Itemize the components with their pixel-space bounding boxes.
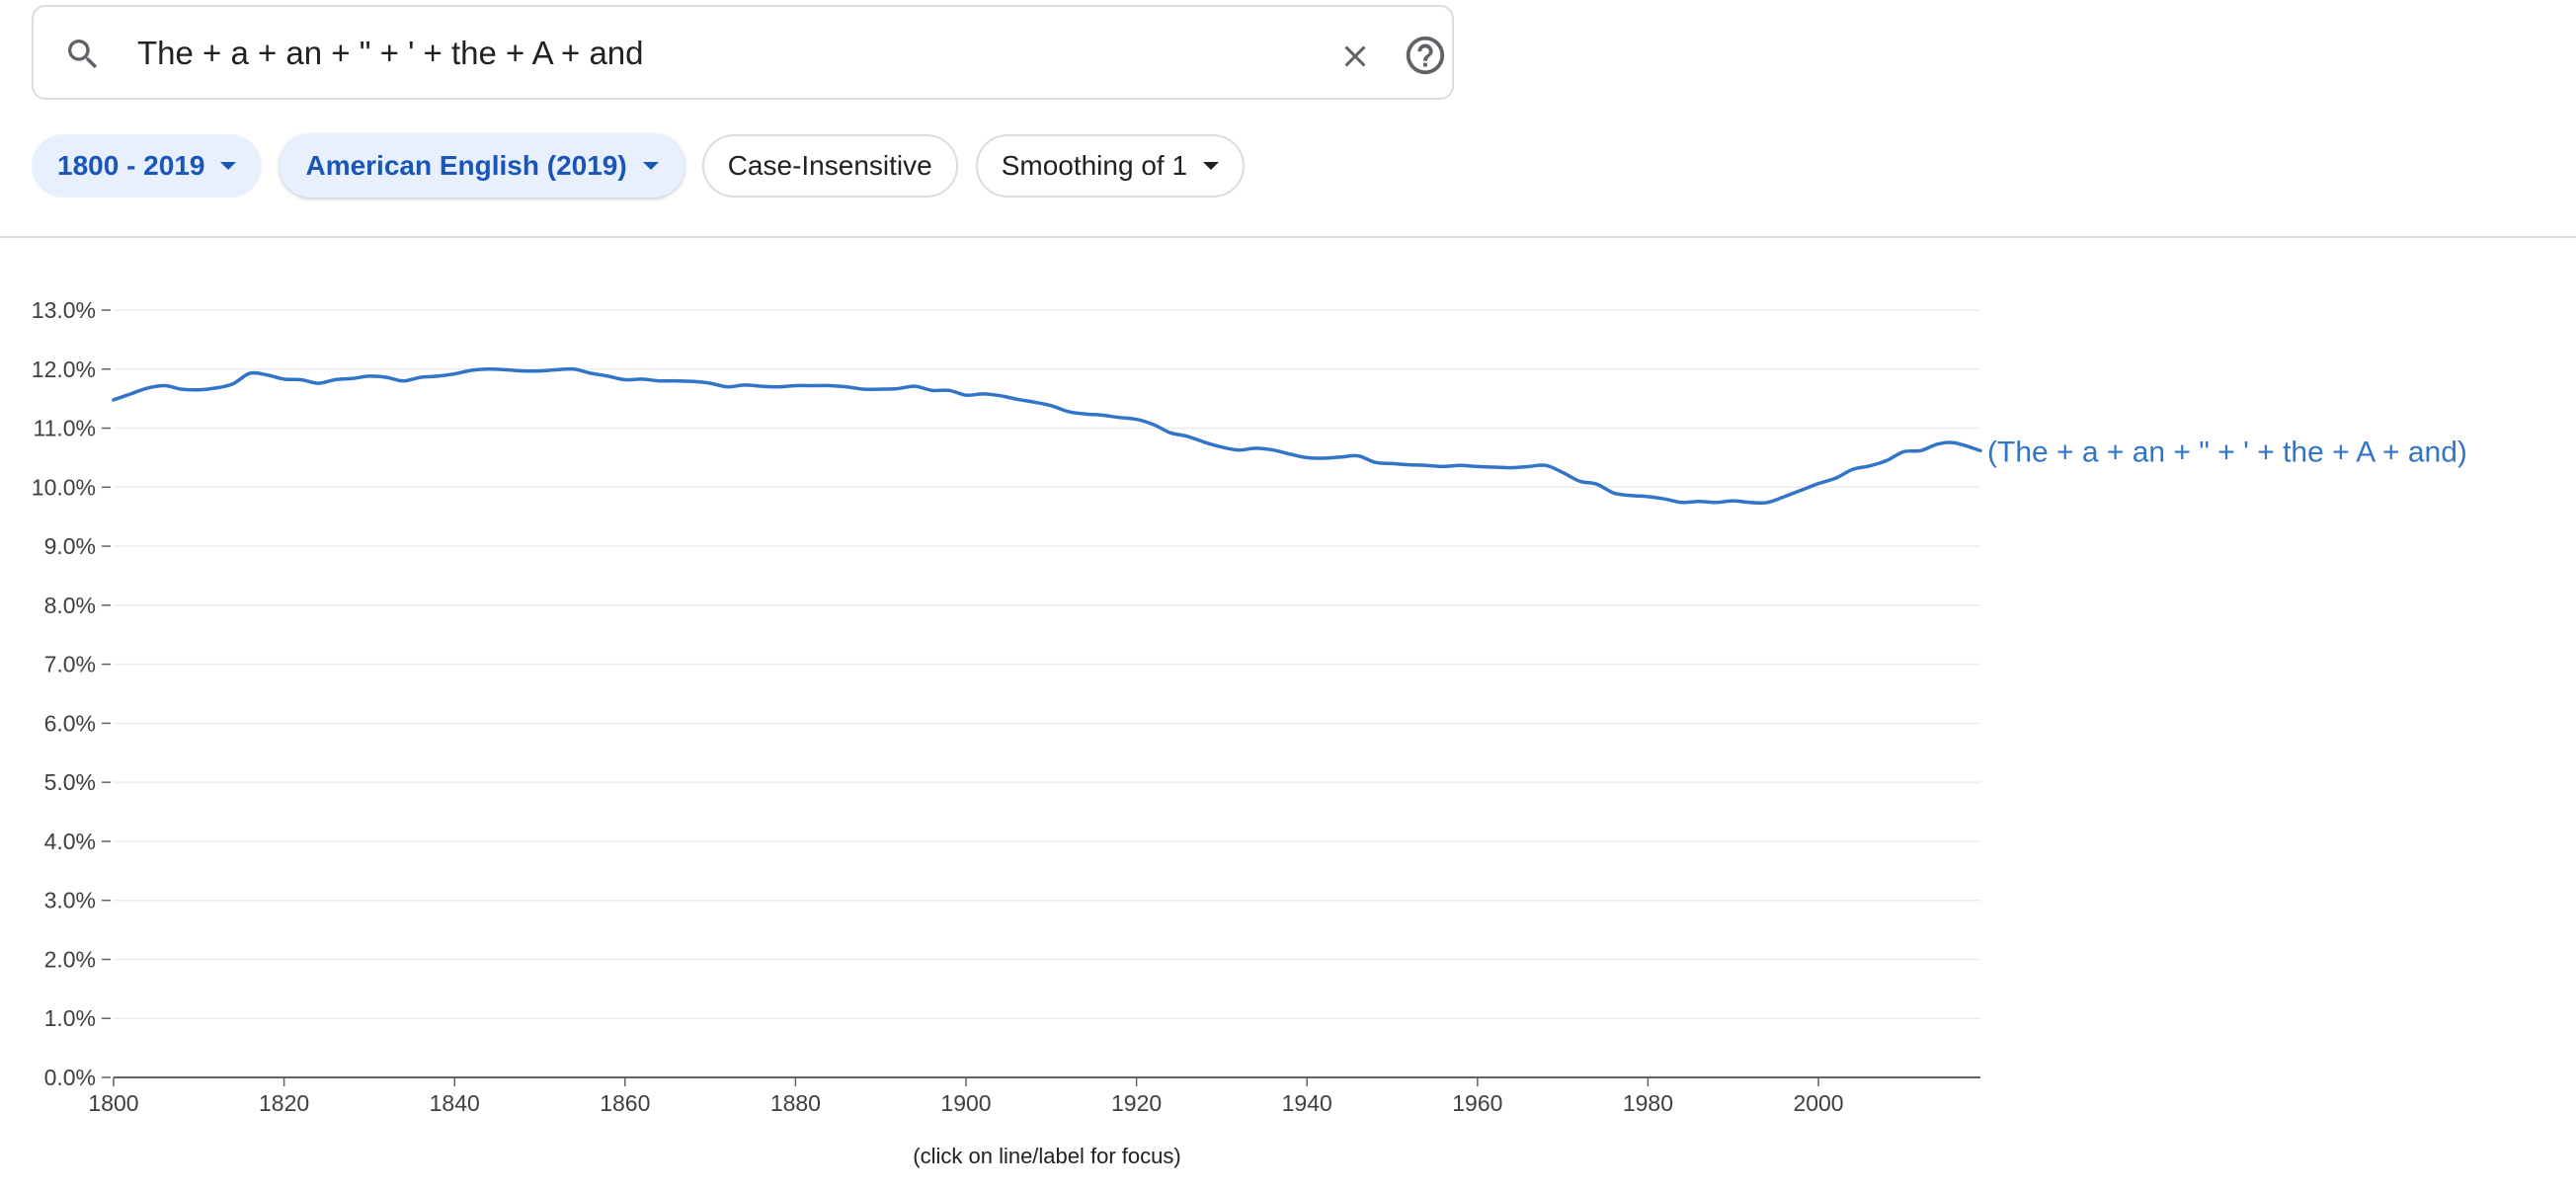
y-tick-label: 12.0% bbox=[32, 357, 96, 382]
caret-down-icon bbox=[220, 162, 237, 170]
help-circle-icon[interactable] bbox=[1403, 33, 1448, 78]
y-tick-label: 0.0% bbox=[44, 1065, 96, 1090]
x-tick-label: 1860 bbox=[600, 1090, 650, 1116]
smoothing-dropdown[interactable]: Smoothing of 1 bbox=[975, 134, 1246, 198]
chart-footnote: (click on line/label for focus) bbox=[913, 1144, 1181, 1168]
x-tick-label: 1800 bbox=[88, 1090, 138, 1116]
x-tick-label: 1980 bbox=[1623, 1090, 1673, 1116]
axes: 0.0% 1.0% 2.0% 3.0% 4.0% 5.0% 6.0% 7.0% 8.0% 9.0%… bbox=[32, 297, 1980, 1116]
y-tick-label: 11.0% bbox=[33, 416, 96, 441]
corpus-label: American English (2019) bbox=[305, 150, 627, 181]
x-tick-label: 2000 bbox=[1793, 1090, 1843, 1116]
y-tick-label: 1.0% bbox=[44, 1005, 96, 1031]
x-tick-label: 1940 bbox=[1282, 1090, 1332, 1116]
gridlines bbox=[114, 309, 1980, 1019]
y-tick-label: 8.0% bbox=[44, 593, 96, 618]
corpus-dropdown[interactable]: American English (2019) bbox=[280, 134, 684, 198]
series-line[interactable] bbox=[112, 366, 1982, 506]
y-tick-label: 9.0% bbox=[44, 533, 96, 559]
case-insensitive-toggle[interactable]: Case-Insensitive bbox=[701, 134, 958, 198]
x-tick-label: 1920 bbox=[1111, 1090, 1162, 1116]
y-tick-label: 2.0% bbox=[44, 946, 96, 972]
y-tick-label: 4.0% bbox=[44, 829, 96, 854]
y-tick-label: 3.0% bbox=[44, 888, 96, 913]
series-label[interactable]: (The + a + an + " + ' + the + A + and) bbox=[1987, 436, 2467, 468]
search-icon[interactable] bbox=[63, 35, 103, 74]
series: (The + a + an + " + ' + the + A + and) bbox=[112, 366, 2467, 506]
case-label: Case-Insensitive bbox=[727, 150, 932, 181]
x-tick-label: 1820 bbox=[259, 1090, 309, 1116]
y-tick-label: 13.0% bbox=[32, 297, 96, 323]
x-tick-label: 1960 bbox=[1452, 1090, 1502, 1116]
search-input[interactable] bbox=[137, 25, 1283, 82]
caret-down-icon bbox=[1203, 162, 1220, 170]
x-tick-label: 1900 bbox=[940, 1090, 991, 1116]
smoothing-label: Smoothing of 1 bbox=[1001, 150, 1188, 181]
header-divider bbox=[0, 236, 2576, 238]
y-tick-label: 10.0% bbox=[32, 474, 96, 500]
filter-chips: 1800 - 2019 American English (2019) Case… bbox=[32, 134, 1246, 198]
caret-down-icon bbox=[642, 162, 659, 170]
date-range-dropdown[interactable]: 1800 - 2019 bbox=[32, 134, 263, 198]
date-range-label: 1800 - 2019 bbox=[57, 150, 205, 181]
y-tick-label: 5.0% bbox=[44, 769, 96, 795]
x-tick-label: 1880 bbox=[770, 1090, 821, 1116]
close-icon[interactable] bbox=[1337, 39, 1373, 74]
x-tick-label: 1840 bbox=[430, 1090, 480, 1116]
y-tick-label: 7.0% bbox=[44, 652, 96, 677]
search-bar[interactable] bbox=[32, 5, 1454, 100]
y-tick-label: 6.0% bbox=[44, 710, 96, 736]
